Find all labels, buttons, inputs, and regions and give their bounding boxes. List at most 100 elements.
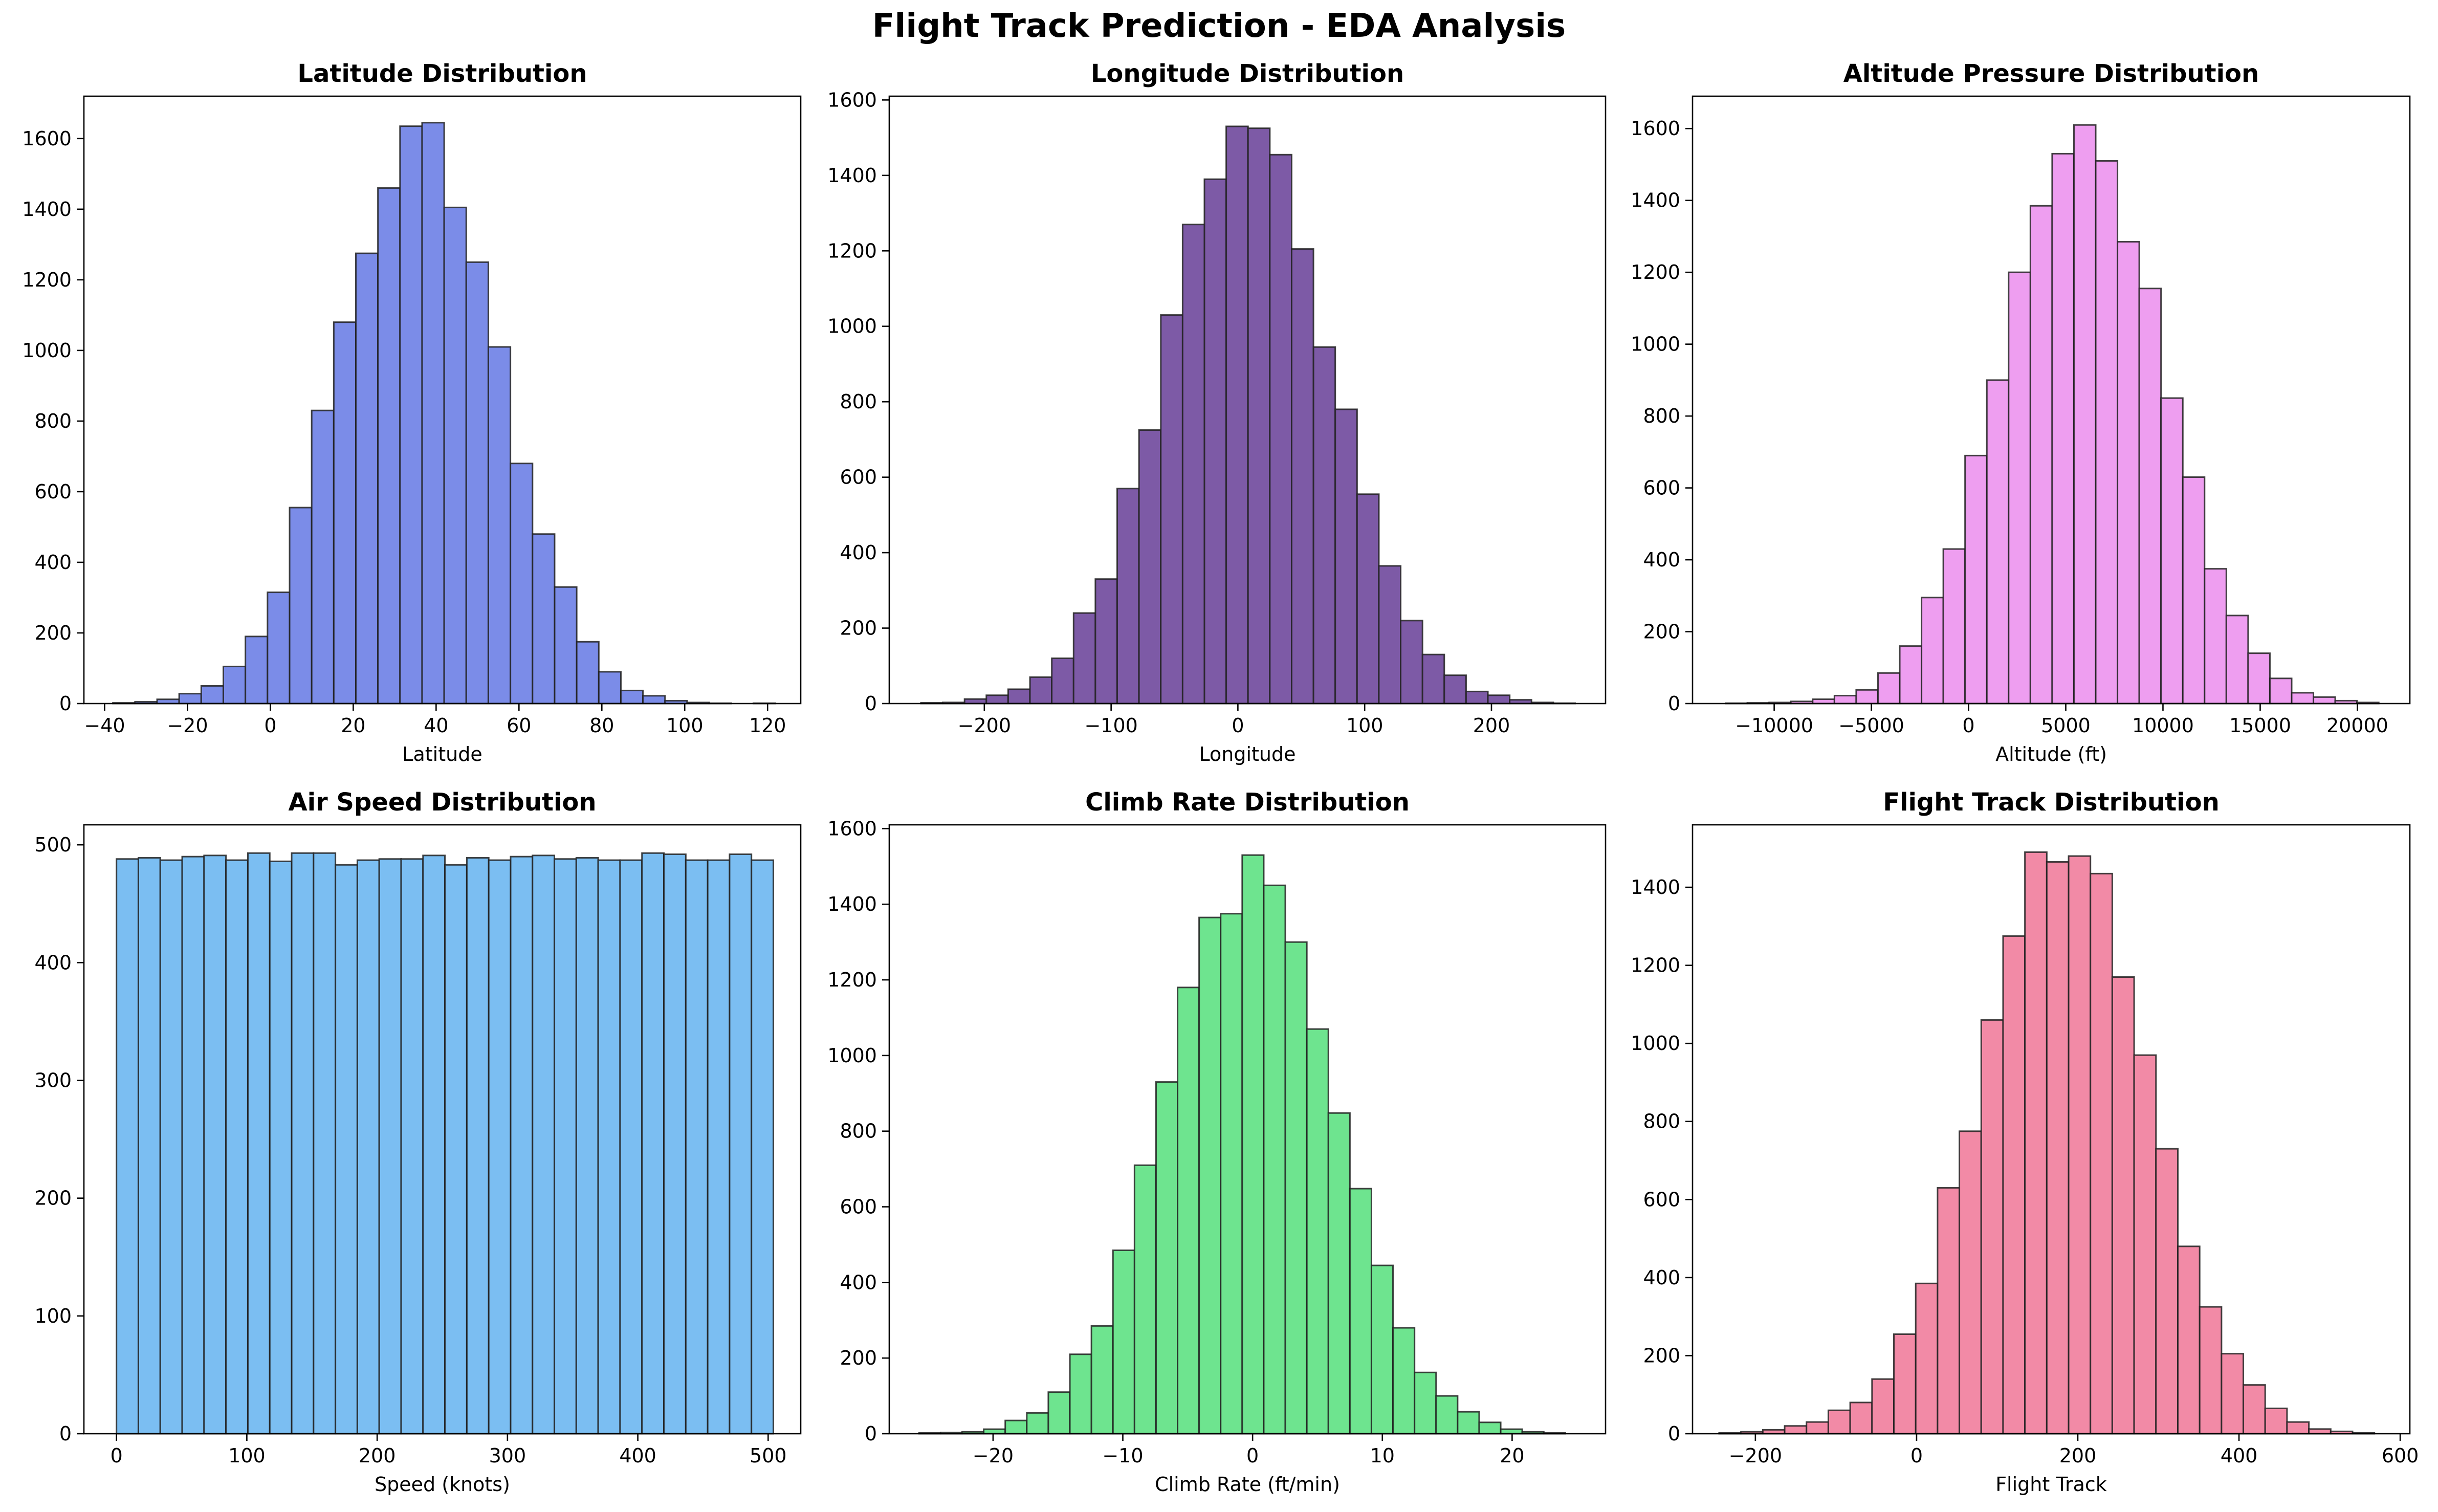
panel-1-bar <box>1181 224 1205 705</box>
panel-5-bar <box>2111 976 2135 1435</box>
panel-5-bar <box>2177 1245 2201 1435</box>
panel-4-bar <box>1327 1112 1351 1435</box>
panel-2-y-tick-label: 1600 <box>1631 117 1680 140</box>
panel-2-bar <box>1921 597 1944 705</box>
panel-0-bar <box>532 533 556 705</box>
panel-1-y-tick-label: 200 <box>840 617 877 640</box>
panel-5-bar <box>2264 1407 2288 1435</box>
panel-1-bar <box>1072 612 1096 705</box>
panel-4-bar <box>1306 1028 1329 1435</box>
panel-0-bar <box>399 125 423 705</box>
panel-3-bar <box>422 854 446 1435</box>
panel-3-axes-frame <box>83 824 802 1435</box>
panel-2-bar <box>2204 568 2227 705</box>
panel-3-bar <box>597 859 621 1435</box>
panel-3-bar <box>685 859 709 1435</box>
panel-4-bar <box>1349 1188 1372 1435</box>
panel-1-y-tick-label: 1400 <box>827 164 877 187</box>
panel-4-x-tick-label: 10 <box>1370 1444 1395 1467</box>
panel-5-bar <box>1849 1401 1873 1435</box>
panel-4-bar <box>1241 854 1265 1435</box>
panel-1-bar <box>1029 676 1053 705</box>
panel-5-y-tick-label: 1200 <box>1631 954 1680 977</box>
panel-5-y-tick-label: 1400 <box>1631 876 1680 899</box>
panel-3-bar <box>400 858 424 1435</box>
panel-1-x-tick-label: 200 <box>1473 714 1510 737</box>
panel-0-bar <box>598 671 622 705</box>
panel-1-x-axis-label: Longitude <box>1199 743 1296 765</box>
panel-2-bar <box>1964 454 1988 705</box>
panel-3-bar <box>510 856 534 1435</box>
panel-3-y-tick-label: 300 <box>34 1069 72 1091</box>
panel-5-y-tick-label: 600 <box>1643 1188 1680 1211</box>
panel-5-y-tick-label: 1000 <box>1631 1032 1680 1055</box>
panel-0-bar <box>377 187 401 705</box>
panel-0-bar <box>267 591 291 705</box>
panel-2-x-tick-label: −10000 <box>1735 714 1813 737</box>
panel-1-bar <box>1465 690 1489 705</box>
panel-0-bar <box>223 666 247 705</box>
panel-0-bar <box>289 507 313 705</box>
panel-3-bar <box>313 852 337 1435</box>
panel-1-bar <box>1312 346 1336 705</box>
panel-4-bar <box>1263 884 1286 1435</box>
panel-2-y-tick-label: 800 <box>1643 405 1680 427</box>
panel-2-bar <box>2182 476 2206 705</box>
panel-5-bar <box>2221 1353 2245 1435</box>
panel-0-x-tick-label: 20 <box>341 714 365 737</box>
panel-2-bar <box>2117 240 2140 705</box>
panel-0-bar <box>311 409 335 705</box>
panel-2-bar <box>1877 672 1901 705</box>
panel-0-y-tick-label: 1200 <box>22 269 72 291</box>
panel-4-bar <box>1004 1419 1028 1435</box>
panel-4-y-tick-label: 1000 <box>827 1044 877 1067</box>
panel-3-x-axis-label: Speed (knots) <box>375 1473 510 1496</box>
panel-3-bar <box>444 864 468 1435</box>
panel-3-bar <box>575 857 599 1435</box>
panel-2-x-tick-label: 0 <box>1962 714 1974 737</box>
panel-4-bar <box>1133 1164 1157 1435</box>
panel-5-bar <box>1915 1282 1939 1435</box>
panel-5-bar <box>1784 1425 1808 1435</box>
panel-3-x-tick-label: 200 <box>359 1444 396 1467</box>
panel-5-bar <box>1893 1333 1917 1435</box>
panel-0-y-tick-label: 1000 <box>22 339 72 362</box>
panel-1-bar <box>1007 688 1031 705</box>
panel-3-bar <box>532 854 556 1435</box>
panel-3-bar <box>488 859 512 1435</box>
panel-0-x-tick-label: 120 <box>749 714 786 737</box>
panel-2-y-tick-label: 1200 <box>1631 261 1680 283</box>
panel-5-bar <box>1959 1130 1982 1435</box>
panel-0-x-axis-label: Latitude <box>402 743 482 765</box>
panel-2-y-tick-label: 600 <box>1643 477 1680 499</box>
panel-3-x-tick-label: 0 <box>111 1444 123 1467</box>
panel-2-bar <box>2313 696 2336 705</box>
panel-3-x-tick-label: 100 <box>228 1444 266 1467</box>
panel-5-x-tick-label: 0 <box>1910 1444 1923 1467</box>
panel-3-x-tick-label: 300 <box>489 1444 526 1467</box>
panel-1-bar <box>1203 178 1227 705</box>
panel-3-x-tick-label: 500 <box>750 1444 787 1467</box>
panel-5-bar <box>1937 1187 1961 1435</box>
panel-5-y-tick-label: 800 <box>1643 1110 1680 1133</box>
panel-5-axes-frame <box>1692 824 2411 1435</box>
panel-3-bar <box>203 854 227 1435</box>
panel-1-y-tick-label: 1600 <box>827 89 877 111</box>
panel-4-bar <box>1177 987 1200 1435</box>
panel-1-bar <box>1247 127 1271 705</box>
panel-0-x-tick-label: −40 <box>84 714 125 737</box>
panel-4-x-tick-label: 0 <box>1246 1444 1259 1467</box>
panel-0-x-tick-label: −20 <box>167 714 208 737</box>
panel-1-y-tick-label: 1200 <box>827 239 877 262</box>
panel-3-y-tick-label: 200 <box>34 1187 72 1210</box>
panel-0-axes-frame <box>83 95 802 705</box>
panel-4-bar <box>1090 1325 1114 1435</box>
panel-3-bar <box>181 856 205 1435</box>
panel-5-x-axis-label: Flight Track <box>1995 1473 2107 1496</box>
panel-5-x-tick-label: 200 <box>2059 1444 2097 1467</box>
panel-1-x-tick-label: −100 <box>1084 714 1137 737</box>
panel-2-y-tick-label: 200 <box>1643 621 1680 643</box>
panel-0-bar <box>421 122 445 705</box>
